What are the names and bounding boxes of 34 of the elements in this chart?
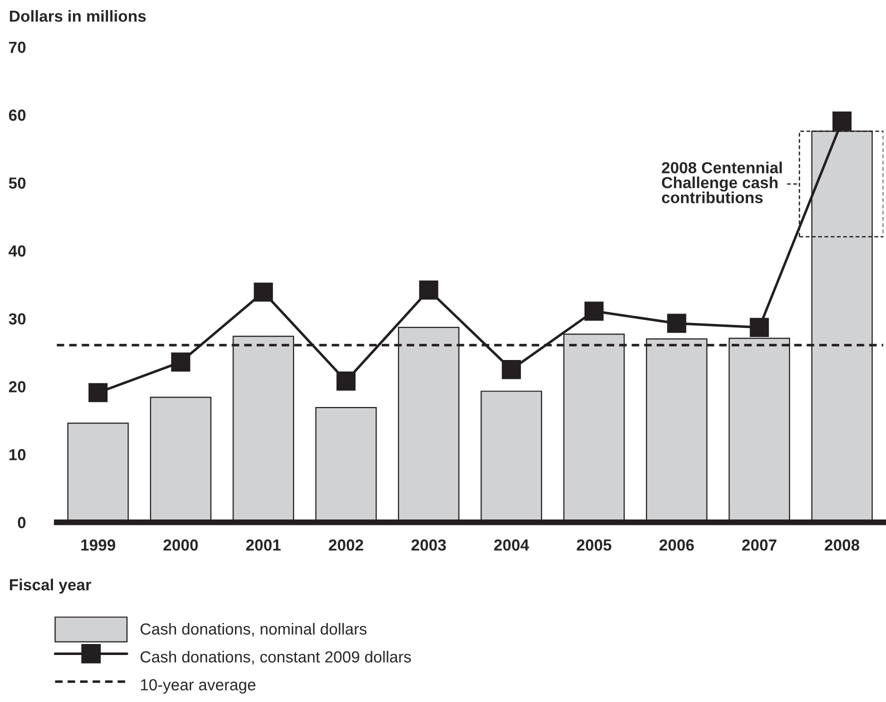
x-tick-label: 2000 <box>163 539 198 551</box>
x-tick-label: 2008 <box>824 539 860 551</box>
x-tick-label: 1999 <box>81 539 116 551</box>
y-tick-label: 70 <box>9 42 26 53</box>
x-tick-label: 2003 <box>411 539 446 551</box>
point <box>171 352 190 372</box>
point <box>336 372 356 391</box>
y-tick-label: 0 <box>18 516 26 528</box>
y-tick-label: 30 <box>8 313 26 325</box>
y-tick-label: 40 <box>8 245 26 257</box>
point <box>667 314 686 333</box>
point <box>254 282 273 302</box>
annotation: 2008 Centennial Challenge cash contributions <box>662 162 782 204</box>
x-axis-title: Fiscal year <box>10 578 92 594</box>
y-tick-label: 10 <box>9 449 26 460</box>
point <box>419 280 438 300</box>
x-tick-label: 2001 <box>246 539 281 551</box>
point <box>502 360 521 380</box>
y-tick-label: 20 <box>8 381 26 392</box>
x-tick-label: 2002 <box>328 539 364 551</box>
point <box>832 111 852 131</box>
point <box>584 302 604 321</box>
x-tick-label: 2007 <box>742 539 776 551</box>
x-tick-label: 2005 <box>576 539 612 551</box>
legend-label: Cash donations, constant 2009 dollars <box>140 650 411 664</box>
y-tick-label: 60 <box>8 110 26 121</box>
point <box>88 383 108 402</box>
legend-label: Cash donations, nominal dollars <box>140 622 366 637</box>
point <box>750 318 769 337</box>
x-tick-label: 2006 <box>659 539 694 551</box>
x-tick-label: 2004 <box>494 539 530 551</box>
y-axis-title: Dollars in millions <box>10 10 146 22</box>
y-tick-label: 50 <box>8 177 26 189</box>
legend-label: 10-year average <box>140 679 256 694</box>
